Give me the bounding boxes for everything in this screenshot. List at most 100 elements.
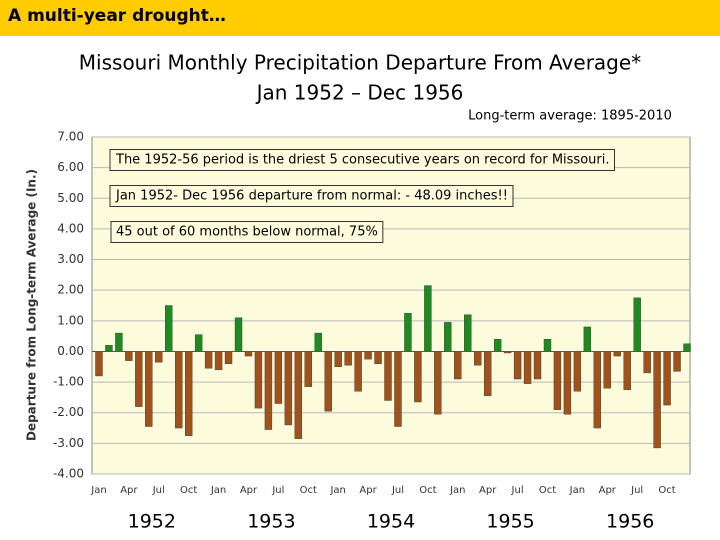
x-tick-label: Apr	[240, 485, 258, 496]
bar	[384, 351, 392, 401]
y-axis-label: Departure from Long-term Average (In.)	[25, 169, 39, 441]
bar	[374, 351, 382, 364]
bar	[224, 351, 233, 364]
bar	[344, 351, 352, 366]
x-tick-label: Apr	[120, 485, 138, 496]
header: A multi-year drought…	[8, 6, 226, 26]
chart-title: Missouri Monthly Precipitation Departure…	[79, 51, 641, 75]
bar	[424, 285, 432, 352]
bar	[593, 351, 601, 429]
bar	[563, 351, 572, 415]
x-tick-label: Jan	[210, 485, 226, 496]
y-tick-label: -4.00	[53, 467, 84, 481]
bar	[444, 322, 452, 352]
bar	[204, 351, 213, 369]
bar	[623, 351, 631, 390]
annotation-box	[109, 185, 514, 207]
bar	[414, 351, 422, 403]
chart-subtitle: Jan 1952 – Dec 1956	[255, 81, 464, 105]
x-tick-label: Jan	[90, 485, 106, 496]
x-tick-label: Apr	[359, 485, 377, 496]
x-tick-label: Apr	[599, 485, 617, 496]
bar	[464, 314, 472, 352]
bar	[334, 351, 342, 367]
bar	[583, 326, 592, 352]
annotation: Jan 1952- Dec 1956 departure from normal…	[115, 189, 508, 204]
x-tick-label: Jul	[152, 485, 165, 496]
x-tick-label: Jan	[569, 485, 585, 496]
bar	[155, 351, 163, 363]
y-tick-label: 4.00	[57, 221, 84, 235]
bar	[324, 351, 332, 412]
x-tick-label: Oct	[419, 485, 436, 496]
bar	[184, 351, 193, 436]
y-tick-label: -1.00	[53, 375, 84, 389]
x-tick-label: Oct	[300, 485, 317, 496]
bar	[394, 351, 402, 427]
bar	[175, 351, 183, 429]
y-tick-label: 6.00	[57, 160, 84, 174]
bar	[194, 334, 203, 352]
y-tick-label: 2.00	[57, 283, 84, 297]
annotation: The 1952-56 period is the driest 5 conse…	[115, 153, 610, 168]
bar	[603, 351, 611, 389]
x-tick-label: Jul	[271, 485, 284, 496]
x-tick-label: Jan	[449, 485, 465, 496]
bar	[314, 332, 322, 352]
year-label: 1953	[247, 511, 295, 533]
x-tick-label: Oct	[180, 485, 197, 496]
x-tick-label: Jul	[630, 485, 643, 496]
bar	[135, 351, 143, 407]
bar	[523, 351, 532, 384]
bar	[274, 351, 283, 404]
bar	[683, 343, 691, 352]
annotation-box	[109, 149, 615, 171]
bar	[663, 351, 671, 406]
x-tick-label: Jul	[391, 485, 404, 496]
bar	[105, 345, 113, 352]
x-tick-label: Oct	[658, 485, 675, 496]
bar	[125, 351, 133, 361]
bar	[214, 351, 223, 371]
bar	[244, 351, 253, 357]
year-label: 1954	[367, 511, 415, 533]
x-tick-label: Jan	[329, 485, 345, 496]
bar	[115, 332, 123, 352]
y-tick-label: 5.00	[57, 191, 84, 205]
bar	[284, 351, 293, 426]
bar	[493, 339, 502, 352]
bar	[553, 351, 562, 410]
year-label: 1955	[486, 511, 534, 533]
bar	[483, 351, 492, 397]
bar	[543, 339, 552, 352]
header-bar	[0, 0, 720, 36]
bar	[364, 351, 372, 360]
bar	[653, 351, 661, 449]
bar	[165, 305, 173, 352]
bar	[673, 351, 681, 372]
bar	[573, 351, 582, 392]
bar	[474, 351, 482, 366]
y-tick-label: 1.00	[57, 313, 84, 327]
bar	[294, 351, 302, 439]
bar	[434, 351, 442, 415]
bar	[643, 351, 651, 374]
bar	[633, 297, 641, 352]
bar	[95, 351, 103, 377]
bar	[145, 351, 153, 427]
bar	[304, 351, 312, 387]
y-tick-label: 3.00	[57, 252, 84, 266]
bar	[354, 351, 362, 392]
note: Long-term average: 1895-2010	[468, 109, 672, 124]
bar	[254, 351, 263, 409]
year-label: 1952	[128, 511, 176, 533]
x-tick-label: Oct	[539, 485, 556, 496]
annotation-box	[110, 221, 384, 243]
annotation: 45 out of 60 months below normal, 75%	[116, 225, 378, 240]
bar	[513, 351, 522, 380]
bar	[404, 312, 412, 352]
y-tick-label: -3.00	[53, 436, 84, 450]
bar	[264, 351, 273, 430]
bar	[533, 351, 542, 380]
